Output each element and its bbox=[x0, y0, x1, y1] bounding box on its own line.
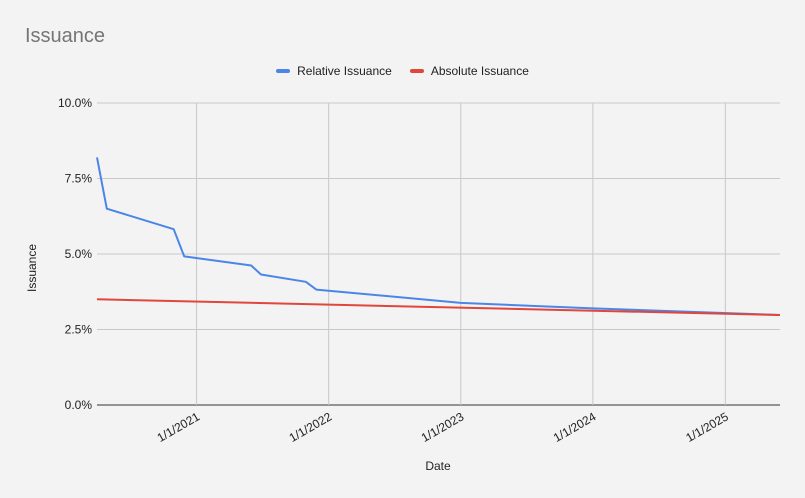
y-tick-label: 5.0% bbox=[65, 247, 93, 261]
legend-swatch-absolute bbox=[409, 69, 424, 73]
legend: Relative Issuance Absolute Issuance bbox=[0, 64, 805, 78]
grid-lines bbox=[97, 102, 780, 406]
chart-title: Issuance bbox=[25, 25, 106, 47]
series-lines bbox=[96, 157, 781, 316]
legend-item-absolute[interactable]: Absolute Issuance bbox=[409, 64, 529, 78]
x-axis-title: Date bbox=[425, 459, 451, 473]
x-tick-label: 1/1/2025 bbox=[683, 409, 731, 445]
x-tick-label: 1/1/2024 bbox=[551, 409, 599, 445]
y-axis-tick-labels: 0.0% 2.5% 5.0% 7.5% 10.0% bbox=[58, 96, 92, 412]
series-line-absolute-issuance[interactable] bbox=[96, 298, 781, 316]
x-axis-tick-labels: 1/1/2021 1/1/2022 1/1/2023 1/1/2024 1/1/2025 bbox=[155, 409, 732, 445]
legend-item-relative[interactable]: Relative Issuance bbox=[276, 64, 392, 78]
x-tick-label: 1/1/2021 bbox=[155, 409, 203, 445]
y-tick-label: 2.5% bbox=[65, 323, 93, 337]
legend-swatch-relative bbox=[276, 69, 291, 73]
x-tick-label: 1/1/2023 bbox=[419, 409, 467, 445]
y-tick-label: 0.0% bbox=[65, 398, 93, 412]
legend-label-absolute: Absolute Issuance bbox=[430, 64, 529, 78]
x-tick-label: 1/1/2022 bbox=[287, 409, 335, 445]
series-line-relative-issuance[interactable] bbox=[96, 157, 781, 316]
y-tick-label: 7.5% bbox=[65, 172, 93, 186]
y-axis-title: Issuance bbox=[25, 244, 39, 292]
legend-label-relative: Relative Issuance bbox=[297, 64, 392, 78]
y-tick-label: 10.0% bbox=[58, 96, 92, 110]
